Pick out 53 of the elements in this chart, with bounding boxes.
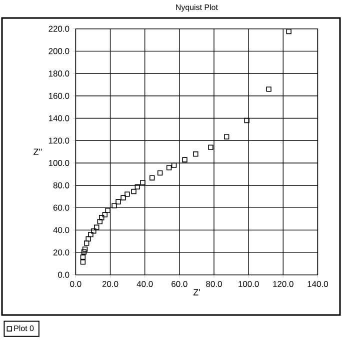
- x-tick-label: 100.0: [238, 280, 259, 287]
- point: [150, 175, 155, 180]
- point: [94, 224, 100, 230]
- point: [82, 246, 88, 252]
- point: [105, 208, 110, 213]
- point: [91, 228, 96, 234]
- x-tick-label: 60.0: [172, 280, 188, 287]
- y-tick-label: 220.0: [48, 26, 70, 32]
- point: [120, 195, 126, 200]
- point: [224, 134, 230, 140]
- point: [182, 157, 188, 162]
- point: [166, 165, 172, 170]
- point: [80, 254, 86, 260]
- y-tick-label: 20.0: [53, 249, 70, 256]
- point: [157, 170, 163, 176]
- x-tick-label: 20.0: [102, 280, 118, 287]
- point: [116, 199, 121, 204]
- x-tick-label: 80.0: [206, 280, 222, 287]
- y-tick-label: 100.0: [48, 160, 70, 166]
- point: [131, 188, 136, 194]
- point: [171, 162, 177, 168]
- point: [134, 184, 140, 190]
- y-tick-label: 160.0: [48, 92, 70, 99]
- x-tick-label: 120.0: [273, 280, 294, 287]
- point: [286, 28, 292, 34]
- point: [102, 212, 108, 218]
- point: [193, 151, 198, 157]
- point: [97, 218, 102, 224]
- point: [84, 240, 90, 246]
- x-tick-label: 140.0: [308, 280, 328, 287]
- y-tick-label: 80.0: [53, 182, 70, 188]
- point: [88, 232, 94, 238]
- point: [266, 86, 272, 92]
- y-tick-label: 60.0: [53, 204, 70, 211]
- point: [99, 215, 104, 220]
- point: [112, 203, 117, 208]
- y-tick-label: 0.0: [58, 272, 70, 278]
- point: [80, 259, 86, 265]
- y-tick-label: 200.0: [48, 48, 70, 54]
- x-tick-label: 0.0: [70, 280, 82, 287]
- y-tick-label: 140.0: [48, 115, 70, 122]
- point: [86, 236, 91, 242]
- point: [124, 192, 130, 197]
- point: [208, 144, 214, 150]
- point: [81, 249, 87, 254]
- y-tick-label: 120.0: [48, 138, 70, 144]
- x-tick-label: 40.0: [136, 280, 153, 287]
- y-tick-label: 180.0: [48, 70, 70, 77]
- point: [140, 180, 146, 186]
- y-tick-label: 40.0: [53, 227, 70, 234]
- y-axis-title: Z'': [34, 148, 42, 155]
- point: [244, 118, 250, 124]
- x-axis-title: Z': [193, 289, 200, 296]
